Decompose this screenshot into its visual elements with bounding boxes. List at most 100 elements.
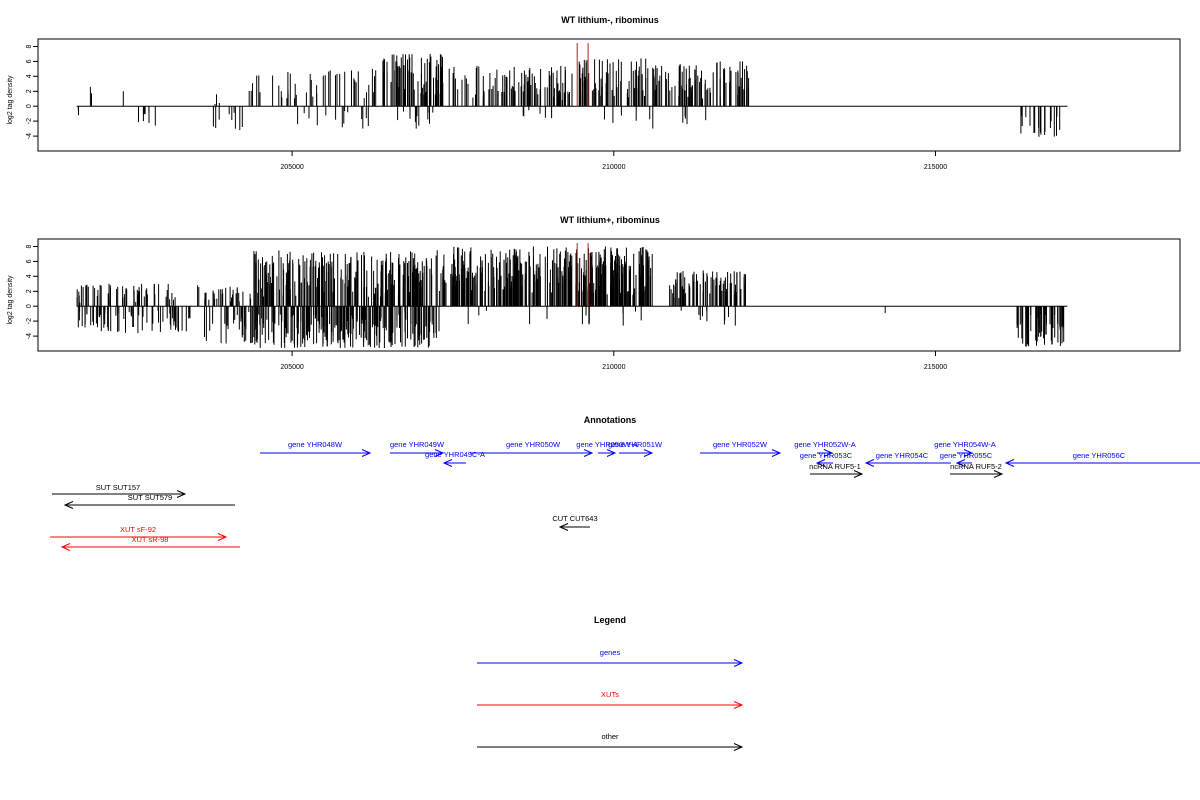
y-tick-label: 2 — [26, 89, 33, 93]
density-bars-lithium-plus — [76, 243, 1068, 348]
density-bars-lithium-minus — [76, 43, 1068, 137]
y-tick-label: 0 — [26, 304, 33, 308]
feature-arrow — [470, 449, 594, 457]
feature-label: gene YHR049W — [390, 440, 445, 449]
annotation-feature: gene YHR056C — [1004, 451, 1200, 467]
feature-arrow — [60, 543, 240, 551]
x-tick-label: 205000 — [280, 164, 303, 171]
feature-label: gene YHR050W-A — [576, 440, 637, 449]
annotation-feature: ncRNA RUF5-2 — [950, 462, 1004, 478]
plot-frame-lithium-minus — [37, 38, 1181, 152]
y-tick-label: 0 — [26, 104, 33, 108]
x-tick-label: 215000 — [924, 164, 947, 171]
annotation-feature: gene YHR051W — [608, 440, 663, 457]
annotation-feature: gene YHR055C — [940, 451, 993, 467]
feature-label: gene YHR048W — [288, 440, 343, 449]
annotation-feature: SUT SUT157 — [52, 483, 187, 498]
legend-item: genes — [477, 648, 744, 667]
feature-label: XUT sR-98 — [132, 535, 169, 544]
y-tick-label: 8 — [26, 44, 33, 48]
y-tick-label: 6 — [26, 59, 33, 63]
feature-arrow — [700, 449, 782, 457]
feature-arrow — [477, 659, 744, 667]
feature-label: gene YHR050W — [506, 440, 561, 449]
y-tick-label: 2 — [26, 289, 33, 293]
annotation-feature: gene YHR054W-A — [934, 440, 996, 457]
x-tick-label: 215000 — [924, 364, 947, 371]
feature-arrow — [52, 490, 187, 498]
x-tick-label: 205000 — [280, 364, 303, 371]
feature-label: XUT sF-92 — [120, 525, 156, 534]
feature-arrow — [442, 459, 466, 467]
feature-arrow — [810, 470, 864, 478]
feature-arrow — [477, 743, 744, 751]
y-axis-label-lithium-minus: log2 tag density — [7, 75, 14, 125]
feature-arrow — [598, 449, 617, 457]
feature-label: ncRNA RUF5-2 — [950, 462, 1002, 471]
y-tick-label: 4 — [26, 274, 33, 278]
annotation-feature: XUT sR-98 — [60, 535, 240, 551]
track-title-lithium-plus: WT lithium+, ribominus — [560, 215, 660, 225]
feature-label: gene YHR054C — [876, 451, 929, 460]
y-tick-label: -4 — [26, 333, 33, 339]
feature-arrow — [260, 449, 372, 457]
x-tick-label: 210000 — [602, 364, 625, 371]
y-axis-lithium-plus: -4 -2 0 2 4 6 8 — [26, 244, 38, 339]
feature-label: CUT CUT643 — [552, 514, 597, 523]
legend-items: genes XUTs other — [477, 648, 744, 751]
annotation-feature: gene YHR050W-A — [576, 440, 638, 457]
feature-label: SUT SUT157 — [96, 483, 140, 492]
feature-label: ncRNA RUF5-1 — [809, 462, 861, 471]
feature-label: gene YHR052W — [713, 440, 768, 449]
feature-label: gene YHR056C — [1073, 451, 1126, 460]
annotations-panel: Annotations gene YHR048W gene YHR049Wgene… — [50, 415, 1200, 551]
annotation-feature: CUT CUT643 — [552, 514, 598, 531]
annotation-feature: gene YHR052W-A — [794, 440, 856, 457]
x-axis-lithium-plus: 205000 210000 215000 — [280, 351, 947, 371]
feature-label: gene YHR049C-A — [425, 450, 485, 459]
legend-title: Legend — [594, 615, 626, 625]
legend-panel: Legend genes XUTs other — [477, 615, 744, 751]
legend-item: other — [477, 732, 744, 751]
y-tick-label: 4 — [26, 74, 33, 78]
track-panel-lithium-minus: WT lithium-, ribominus log2 tag density … — [7, 15, 1181, 171]
x-tick-label: 210000 — [602, 164, 625, 171]
annotation-feature: gene YHR048W — [260, 440, 372, 457]
annotation-feature: gene YHR049C-A — [425, 450, 485, 467]
x-axis-lithium-minus: 205000 210000 215000 — [280, 151, 947, 171]
feature-label: gene YHR055C — [940, 451, 993, 460]
feature-arrow — [558, 523, 590, 531]
annotation-feature: ncRNA RUF5-1 — [809, 462, 864, 478]
feature-arrow — [957, 449, 974, 457]
feature-arrow — [63, 501, 235, 509]
feature-arrow — [950, 470, 1004, 478]
y-tick-label: -2 — [26, 318, 33, 324]
feature-arrow — [619, 449, 654, 457]
feature-label: gene YHR051W — [608, 440, 663, 449]
legend-label: other — [601, 732, 619, 741]
y-axis-lithium-minus: -4 -2 0 2 4 6 8 — [26, 44, 38, 139]
annotation-feature: gene YHR050W — [470, 440, 594, 457]
track-title-lithium-minus: WT lithium-, ribominus — [561, 15, 659, 25]
annotations-title: Annotations — [584, 415, 637, 425]
legend-label: XUTs — [601, 690, 619, 699]
y-tick-label: 6 — [26, 259, 33, 263]
annotation-feature: gene YHR049W — [390, 440, 445, 457]
y-tick-label: -2 — [26, 118, 33, 124]
track-panel-lithium-plus: WT lithium+, ribominus log2 tag density … — [7, 215, 1181, 371]
y-tick-label: -4 — [26, 133, 33, 139]
feature-arrow — [1004, 459, 1200, 467]
feature-label: gene YHR052W-A — [794, 440, 855, 449]
feature-label: SUT SUT579 — [128, 493, 172, 502]
annotation-feature: gene YHR054C — [864, 451, 951, 467]
feature-arrow — [815, 459, 833, 467]
y-axis-label-lithium-plus: log2 tag density — [7, 275, 14, 325]
annotation-feature: SUT SUT579 — [63, 493, 235, 509]
feature-arrow — [477, 701, 744, 709]
y-tick-label: 8 — [26, 244, 33, 248]
plot-frame-lithium-plus — [37, 238, 1181, 352]
annotation-feature: XUT sF-92 — [50, 525, 228, 541]
feature-arrow — [955, 459, 972, 467]
